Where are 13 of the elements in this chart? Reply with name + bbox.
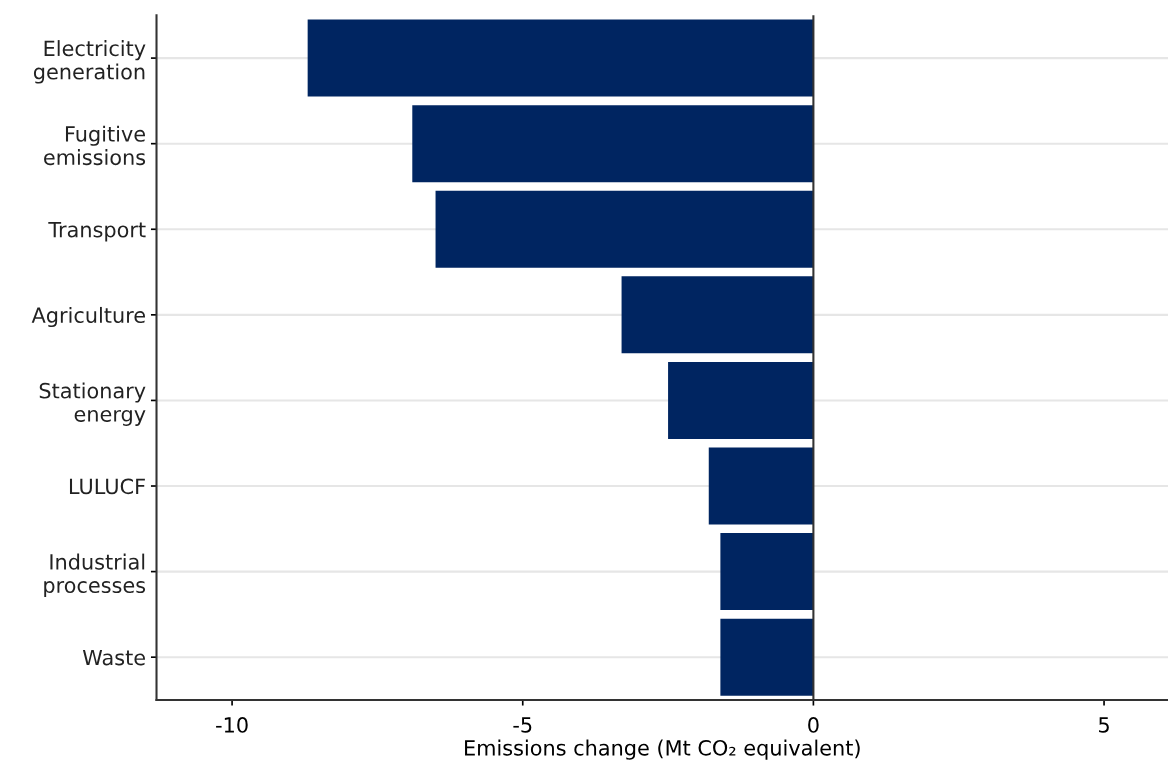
y-tick-label: LULUCF — [69, 478, 145, 495]
y-tick-label: Fugitive emissions — [44, 125, 146, 166]
y-tick-label: Transport — [48, 221, 146, 242]
x-tick-label: 0 — [808, 717, 819, 733]
y-tick-label: Stationary energy — [39, 382, 146, 426]
y-tick-label: Agriculture — [31, 306, 145, 328]
y-tick-label: Waste — [82, 649, 145, 666]
x-tick-label: -5 — [513, 717, 532, 733]
x-tick-label: 5 — [1099, 717, 1109, 733]
y-tick-label: Industrial processes — [44, 553, 146, 598]
x-tick-label: -10 — [216, 717, 248, 733]
x-axis-title: Emissions change (Mt CO₂ equivalent) — [465, 739, 860, 760]
y-tick-label: Electricity generation — [33, 40, 146, 84]
